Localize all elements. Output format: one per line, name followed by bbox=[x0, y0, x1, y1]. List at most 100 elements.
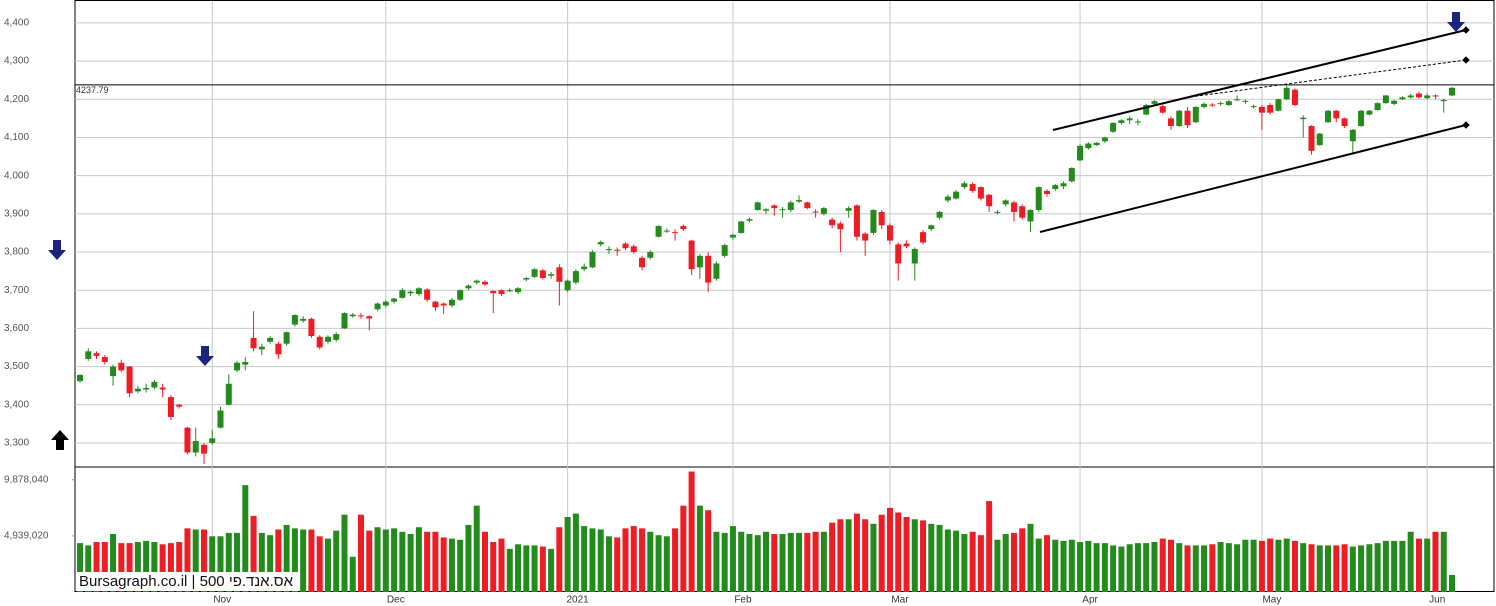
candle-body bbox=[275, 343, 282, 355]
volume-bar bbox=[977, 535, 984, 592]
volume-bar bbox=[1019, 528, 1026, 592]
volume-bar bbox=[539, 546, 546, 592]
candle-body bbox=[300, 318, 307, 321]
volume-bar bbox=[1333, 545, 1340, 592]
candle-body bbox=[159, 387, 166, 390]
volume-bar bbox=[837, 519, 844, 592]
candle-body bbox=[1366, 110, 1373, 115]
y-tick-label: 3,500 bbox=[4, 361, 29, 372]
candle-body bbox=[1415, 93, 1422, 98]
volume-bar bbox=[85, 545, 92, 592]
volume-bar bbox=[1449, 574, 1455, 592]
volume-bar bbox=[886, 507, 893, 592]
candle-body bbox=[316, 336, 323, 348]
upper-trend bbox=[1052, 29, 1467, 131]
candle-body bbox=[1068, 168, 1075, 182]
candle-body bbox=[490, 290, 497, 294]
mid-trend bbox=[1189, 59, 1467, 98]
arrow-down bbox=[48, 240, 66, 260]
candle-body bbox=[324, 336, 331, 342]
watermark: Bursagraph.co.il | אס.אנד.פי 500 bbox=[79, 573, 294, 590]
candle-body bbox=[787, 202, 794, 211]
candle-body bbox=[556, 267, 563, 282]
candle-body bbox=[1184, 110, 1191, 126]
volume-bar bbox=[126, 543, 133, 592]
volume-bar bbox=[283, 524, 290, 592]
candle-body bbox=[572, 271, 579, 283]
candle-body bbox=[886, 225, 893, 241]
volume-bar bbox=[721, 532, 728, 592]
volume-bar bbox=[275, 529, 282, 592]
volume-bar bbox=[1060, 540, 1067, 592]
volume-bar bbox=[845, 519, 852, 592]
volume-bar bbox=[1432, 531, 1439, 592]
candle-body bbox=[1167, 118, 1174, 127]
volume-bar bbox=[184, 528, 191, 592]
candle-body bbox=[539, 270, 546, 278]
volume-bar bbox=[432, 531, 439, 592]
candle-body bbox=[713, 263, 720, 279]
volume-bar bbox=[754, 535, 761, 592]
x-tick-label: Mar bbox=[891, 595, 909, 606]
candle-body bbox=[167, 397, 174, 417]
volume-tick-label: 9,878,040 bbox=[4, 474, 49, 485]
volume-bar bbox=[729, 526, 736, 592]
volume-bar bbox=[1044, 535, 1051, 592]
volume-bar bbox=[920, 520, 927, 592]
volume-bar bbox=[1184, 545, 1191, 592]
candle-body bbox=[548, 274, 555, 276]
candle-body bbox=[110, 366, 117, 377]
x-tick-label: Dec bbox=[387, 595, 405, 606]
volume-bar bbox=[763, 531, 769, 592]
candle-body bbox=[515, 288, 522, 293]
candle-body bbox=[1325, 110, 1332, 123]
volume-bar bbox=[300, 529, 307, 592]
volume-bar bbox=[250, 515, 257, 592]
volume-bar bbox=[903, 517, 910, 592]
candle-body bbox=[779, 209, 786, 211]
candle-body bbox=[374, 303, 381, 310]
candle-body bbox=[407, 291, 414, 294]
volume-bar bbox=[1407, 531, 1414, 592]
volume-bar bbox=[696, 505, 703, 592]
volume-bar bbox=[1424, 538, 1431, 592]
volume-bar bbox=[1382, 540, 1389, 592]
candle-body bbox=[953, 191, 960, 199]
volume-bar bbox=[151, 542, 158, 592]
candle-body bbox=[118, 362, 125, 371]
y-tick-label: 4,100 bbox=[4, 132, 29, 143]
candle-body bbox=[134, 388, 141, 392]
volume-bar bbox=[597, 529, 604, 592]
volume-bar bbox=[118, 543, 125, 592]
volume-bar bbox=[936, 524, 943, 592]
volume-bar bbox=[663, 536, 670, 592]
volume-bar bbox=[779, 534, 786, 592]
candle-body bbox=[258, 346, 265, 350]
candle-body bbox=[647, 252, 654, 258]
candle-body bbox=[870, 210, 877, 233]
volume-bar bbox=[1035, 538, 1042, 592]
candle-body bbox=[200, 444, 207, 454]
candle-body bbox=[176, 404, 183, 407]
candle-body bbox=[1093, 142, 1100, 146]
lower-trend bbox=[1039, 124, 1467, 233]
volume-bar bbox=[424, 531, 431, 592]
volume-bar bbox=[1126, 544, 1133, 592]
trend-lines bbox=[1039, 26, 1470, 233]
candle-body bbox=[308, 318, 315, 337]
candle-body bbox=[242, 361, 249, 365]
volume-bar bbox=[1192, 545, 1199, 592]
candle-body bbox=[1201, 103, 1208, 107]
candle-body bbox=[85, 351, 92, 359]
x-tick-label: Apr bbox=[1082, 595, 1098, 606]
volume-bar bbox=[341, 514, 348, 592]
volume-bar bbox=[1415, 538, 1422, 592]
volume-tick-label: 4,939,020 bbox=[4, 531, 49, 542]
candle-body bbox=[696, 255, 703, 268]
volume-bar bbox=[1085, 540, 1092, 592]
volume-bar bbox=[911, 519, 918, 592]
candle-body bbox=[1300, 117, 1307, 120]
candle-body bbox=[630, 246, 637, 253]
y-tick-label: 3,900 bbox=[4, 208, 29, 219]
candle-body bbox=[746, 219, 753, 221]
